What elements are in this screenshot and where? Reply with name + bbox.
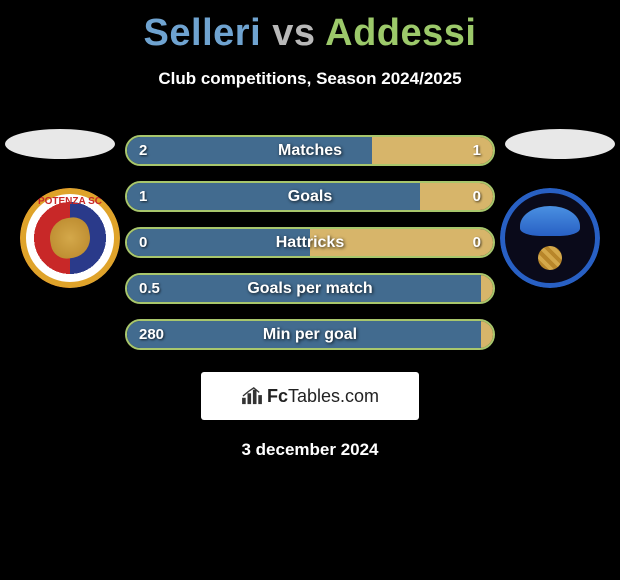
team-badge-right: [500, 188, 600, 288]
stat-right-value: 0: [473, 188, 481, 205]
team-right-ball-icon: [538, 246, 562, 270]
stat-left-segment: 0.5: [127, 275, 481, 302]
team-left-name: POTENZA SC: [20, 196, 120, 207]
stat-left-value: 280: [139, 326, 164, 343]
page-title: Selleri vs Addessi: [0, 0, 620, 55]
stat-left-value: 1: [139, 188, 147, 205]
brand-text: FcTables.com: [267, 386, 379, 407]
stat-right-segment: [481, 321, 493, 348]
stat-right-segment: 0: [420, 183, 493, 210]
title-vs: vs: [272, 12, 315, 54]
team-right-wing-icon: [520, 206, 580, 236]
brand-badge: FcTables.com: [201, 372, 419, 420]
stat-row: 280Min per goal: [125, 319, 495, 350]
stat-row: 10Goals: [125, 181, 495, 212]
team-badge-left: POTENZA SC: [20, 188, 120, 288]
stat-left-value: 2: [139, 142, 147, 159]
subtitle: Club competitions, Season 2024/2025: [0, 69, 620, 89]
player-oval-right: [505, 129, 615, 159]
comparison-area: POTENZA SC 21Matches10Goals00Hattricks0.…: [0, 133, 620, 350]
date-label: 3 december 2024: [0, 440, 620, 460]
team-left-crest-icon: [47, 215, 93, 261]
bar-chart-icon: [241, 387, 263, 405]
stat-left-value: 0: [139, 234, 147, 251]
title-player2: Addessi: [325, 12, 476, 54]
player-oval-left: [5, 129, 115, 159]
brand-bold: Fc: [267, 386, 288, 406]
stat-row: 00Hattricks: [125, 227, 495, 258]
stat-row: 0.5Goals per match: [125, 273, 495, 304]
stat-right-segment: 1: [372, 137, 493, 164]
stat-right-segment: 0: [310, 229, 493, 256]
stat-left-value: 0.5: [139, 280, 160, 297]
stat-row: 21Matches: [125, 135, 495, 166]
stat-right-segment: [481, 275, 493, 302]
brand-rest: Tables.com: [288, 386, 379, 406]
stat-right-value: 0: [473, 234, 481, 251]
stat-left-segment: 280: [127, 321, 481, 348]
stat-right-value: 1: [473, 142, 481, 159]
title-player1: Selleri: [144, 12, 262, 54]
stat-left-segment: 1: [127, 183, 420, 210]
stat-bars: 21Matches10Goals00Hattricks0.5Goals per …: [125, 133, 495, 350]
stat-left-segment: 2: [127, 137, 372, 164]
stat-left-segment: 0: [127, 229, 310, 256]
